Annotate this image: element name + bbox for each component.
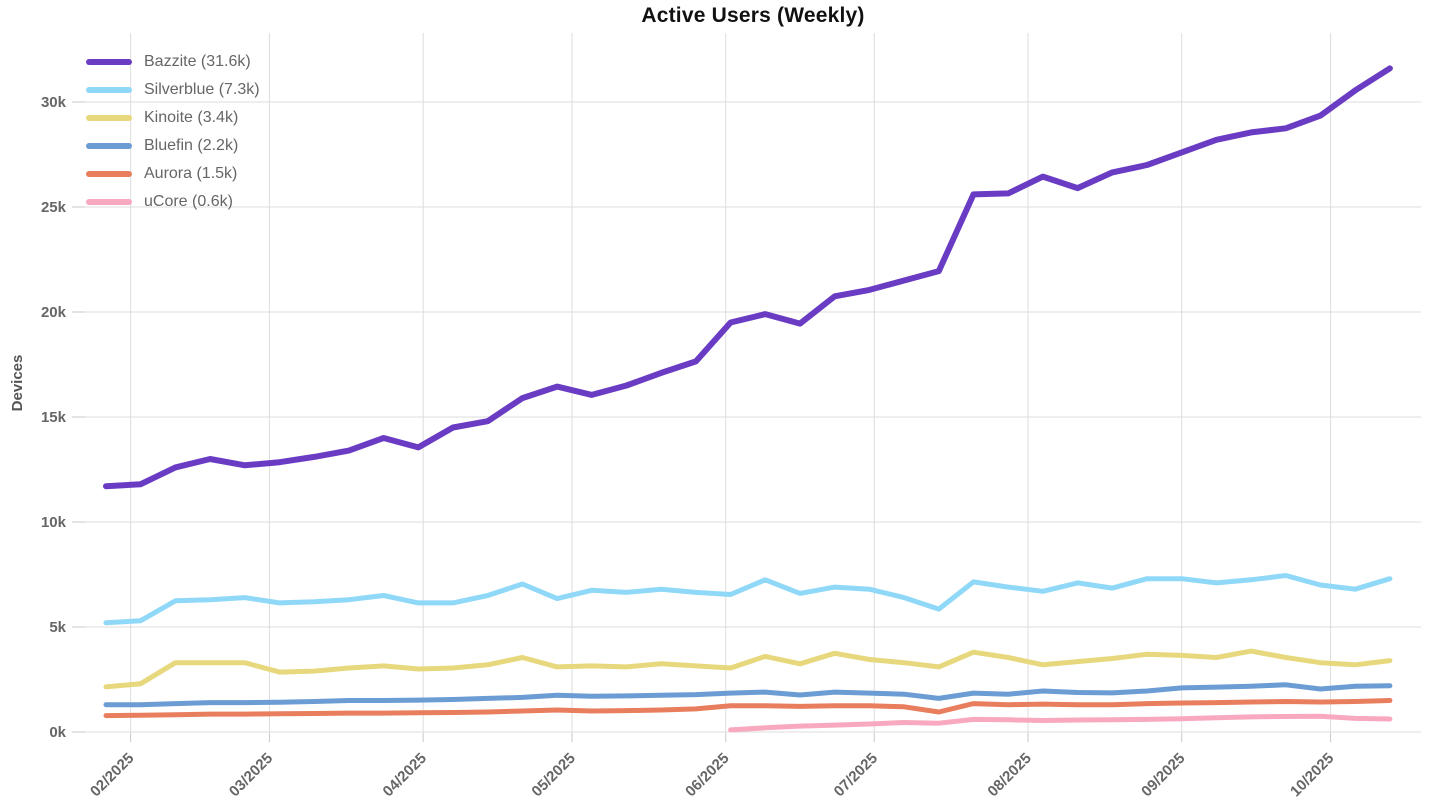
x-tick-label: 07/2025 (831, 750, 881, 800)
series-line-kinoite (103, 648, 1393, 690)
legend-item-kinoite[interactable]: Kinoite (3.4k) (86, 104, 260, 132)
legend-item-aurora[interactable]: Aurora (1.5k) (86, 160, 260, 188)
legend-label-ucore: uCore (0.6k) (144, 193, 233, 210)
legend-item-bluefin[interactable]: Bluefin (2.2k) (86, 132, 260, 160)
x-tick-label: 03/2025 (226, 750, 276, 800)
y-tick-label: 10k (41, 514, 67, 531)
x-tick-label: 04/2025 (380, 750, 430, 800)
y-axis-label: Devices (9, 355, 26, 412)
y-tick-label: 20k (41, 304, 67, 321)
x-tick-label: 06/2025 (682, 750, 732, 800)
x-tick-label: 02/2025 (87, 750, 137, 800)
x-tick-label: 10/2025 (1287, 750, 1337, 800)
bluefin-line-swatch-icon (86, 143, 132, 149)
legend-label-aurora: Aurora (1.5k) (144, 165, 238, 182)
y-tick-label: 5k (49, 619, 66, 636)
y-tick-label: 25k (41, 199, 67, 216)
series-line-silverblue (103, 573, 1393, 626)
legend-item-bazzite[interactable]: Bazzite (31.6k) (86, 48, 260, 76)
legend: Bazzite (31.6k) Silverblue (7.3k) Kinoit… (86, 48, 260, 216)
aurora-line-swatch-icon (86, 171, 132, 177)
series-line-bluefin (103, 682, 1393, 708)
legend-label-bazzite: Bazzite (31.6k) (144, 53, 251, 70)
y-tick-label: 0k (49, 724, 66, 741)
kinoite-line-swatch-icon (86, 115, 132, 121)
y-tick-label: 30k (41, 94, 67, 111)
x-tick-label: 08/2025 (984, 750, 1034, 800)
bazzite-line-swatch-icon (86, 59, 132, 65)
legend-label-kinoite: Kinoite (3.4k) (144, 109, 239, 126)
chart-title: Active Users (Weekly) (641, 4, 865, 27)
legend-label-bluefin: Bluefin (2.2k) (144, 137, 239, 154)
silverblue-line-swatch-icon (86, 87, 132, 93)
x-tick-label: 05/2025 (528, 750, 578, 800)
legend-label-silverblue: Silverblue (7.3k) (144, 81, 260, 98)
legend-item-silverblue[interactable]: Silverblue (7.3k) (86, 76, 260, 104)
x-tick-label: 09/2025 (1138, 750, 1188, 800)
series-line-aurora (103, 698, 1393, 719)
series-line-ucore (728, 713, 1393, 733)
legend-item-ucore[interactable]: uCore (0.6k) (86, 188, 260, 216)
ucore-line-swatch-icon (86, 199, 132, 205)
series-line-bazzite (103, 65, 1393, 490)
y-tick-label: 15k (41, 409, 67, 426)
